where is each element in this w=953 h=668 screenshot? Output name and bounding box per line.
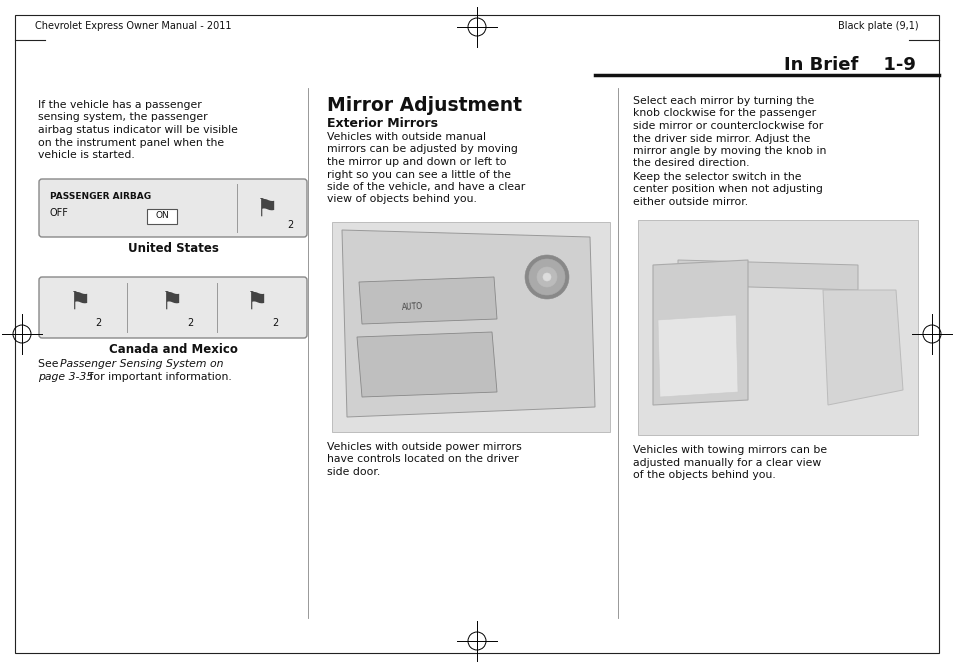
Bar bbox=[332, 222, 609, 432]
Text: ⚑: ⚑ bbox=[246, 290, 268, 314]
Polygon shape bbox=[356, 332, 497, 397]
Text: OFF: OFF bbox=[50, 208, 69, 218]
Text: Exterior Mirrors: Exterior Mirrors bbox=[327, 117, 437, 130]
Text: adjusted manually for a clear view: adjusted manually for a clear view bbox=[633, 458, 821, 468]
Circle shape bbox=[529, 259, 564, 295]
FancyBboxPatch shape bbox=[39, 277, 307, 338]
Circle shape bbox=[542, 273, 551, 281]
Polygon shape bbox=[822, 290, 902, 405]
Text: of the objects behind you.: of the objects behind you. bbox=[633, 470, 775, 480]
Text: the mirror up and down or left to: the mirror up and down or left to bbox=[327, 157, 506, 167]
Text: In Brief    1-9: In Brief 1-9 bbox=[783, 56, 915, 74]
Bar bbox=[638, 220, 917, 435]
Text: knob clockwise for the passenger: knob clockwise for the passenger bbox=[633, 108, 815, 118]
Text: Chevrolet Express Owner Manual - 2011: Chevrolet Express Owner Manual - 2011 bbox=[35, 21, 232, 31]
Text: side of the vehicle, and have a clear: side of the vehicle, and have a clear bbox=[327, 182, 525, 192]
Text: Mirror Adjustment: Mirror Adjustment bbox=[327, 96, 521, 115]
Text: for important information.: for important information. bbox=[86, 372, 232, 382]
Text: Canada and Mexico: Canada and Mexico bbox=[109, 343, 237, 356]
Text: sensing system, the passenger: sensing system, the passenger bbox=[38, 112, 208, 122]
Text: Vehicles with towing mirrors can be: Vehicles with towing mirrors can be bbox=[633, 445, 826, 455]
Text: on the instrument panel when the: on the instrument panel when the bbox=[38, 138, 224, 148]
Text: Select each mirror by turning the: Select each mirror by turning the bbox=[633, 96, 814, 106]
Text: Black plate (9,1): Black plate (9,1) bbox=[838, 21, 918, 31]
Text: page 3-35: page 3-35 bbox=[38, 372, 93, 382]
Text: mirrors can be adjusted by moving: mirrors can be adjusted by moving bbox=[327, 144, 517, 154]
Text: 2: 2 bbox=[272, 318, 278, 328]
Text: the desired direction.: the desired direction. bbox=[633, 158, 749, 168]
Polygon shape bbox=[358, 277, 497, 324]
Text: United States: United States bbox=[128, 242, 218, 255]
Polygon shape bbox=[341, 230, 595, 417]
Text: If the vehicle has a passenger: If the vehicle has a passenger bbox=[38, 100, 201, 110]
Polygon shape bbox=[658, 315, 738, 397]
Text: side door.: side door. bbox=[327, 467, 380, 477]
Text: center position when not adjusting: center position when not adjusting bbox=[633, 184, 822, 194]
Text: vehicle is started.: vehicle is started. bbox=[38, 150, 134, 160]
Circle shape bbox=[537, 267, 557, 287]
Text: Keep the selector switch in the: Keep the selector switch in the bbox=[633, 172, 801, 182]
Text: side mirror or counterclockwise for: side mirror or counterclockwise for bbox=[633, 121, 822, 131]
Text: Passenger Sensing System on: Passenger Sensing System on bbox=[60, 359, 223, 369]
Text: Vehicles with outside manual: Vehicles with outside manual bbox=[327, 132, 485, 142]
Text: ⚑: ⚑ bbox=[161, 290, 183, 314]
Text: AUTO: AUTO bbox=[401, 302, 423, 312]
Text: 2: 2 bbox=[187, 318, 193, 328]
Text: right so you can see a little of the: right so you can see a little of the bbox=[327, 170, 511, 180]
Text: mirror angle by moving the knob in: mirror angle by moving the knob in bbox=[633, 146, 825, 156]
Text: See: See bbox=[38, 359, 62, 369]
Bar bbox=[147, 209, 177, 224]
FancyBboxPatch shape bbox=[39, 179, 307, 237]
Polygon shape bbox=[652, 260, 747, 405]
Text: PASSENGER AIRBAG: PASSENGER AIRBAG bbox=[50, 192, 151, 201]
Text: ⚑: ⚑ bbox=[255, 197, 278, 221]
Text: either outside mirror.: either outside mirror. bbox=[633, 197, 747, 207]
Text: ON: ON bbox=[155, 211, 169, 220]
Text: airbag status indicator will be visible: airbag status indicator will be visible bbox=[38, 125, 237, 135]
Text: 2: 2 bbox=[94, 318, 101, 328]
Text: Vehicles with outside power mirrors: Vehicles with outside power mirrors bbox=[327, 442, 521, 452]
Text: the driver side mirror. Adjust the: the driver side mirror. Adjust the bbox=[633, 134, 810, 144]
Polygon shape bbox=[678, 260, 857, 290]
Text: ⚑: ⚑ bbox=[69, 290, 91, 314]
Text: 2: 2 bbox=[287, 220, 293, 230]
Circle shape bbox=[524, 255, 568, 299]
Text: view of objects behind you.: view of objects behind you. bbox=[327, 194, 476, 204]
Text: have controls located on the driver: have controls located on the driver bbox=[327, 454, 518, 464]
